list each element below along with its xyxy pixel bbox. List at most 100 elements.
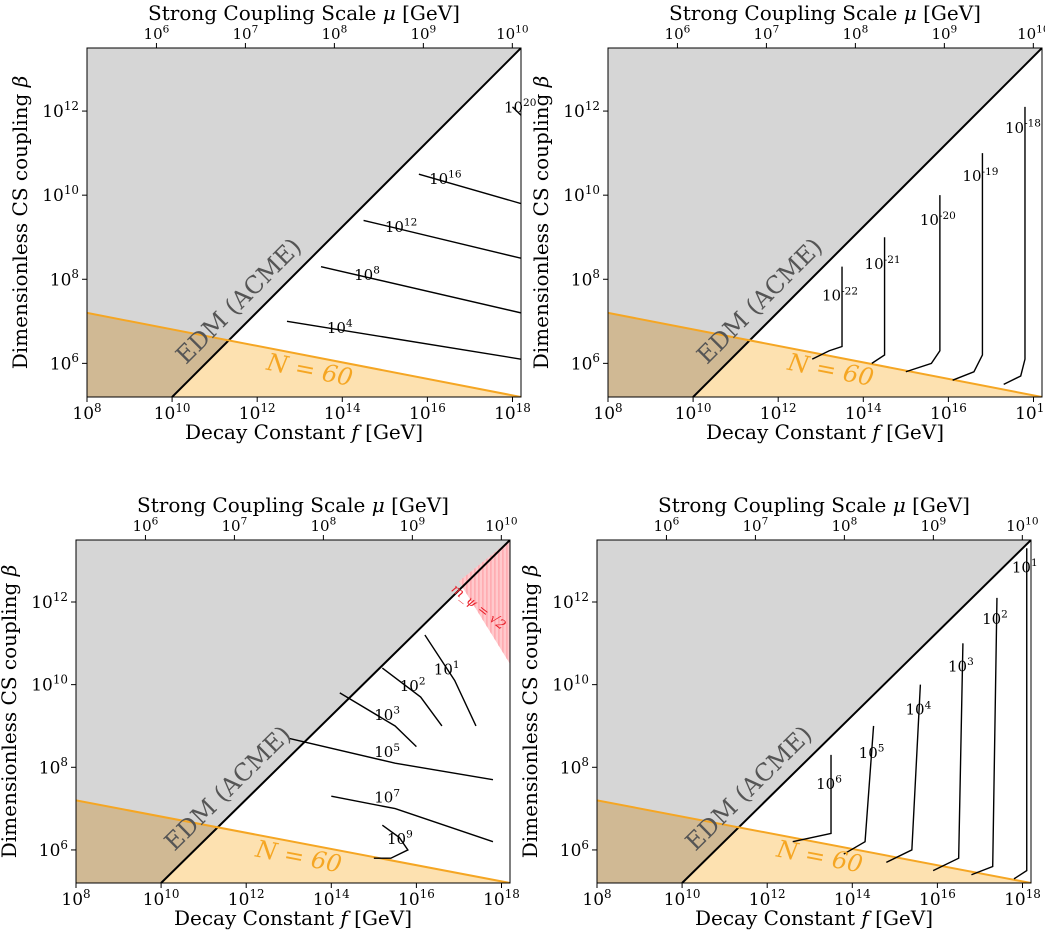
contour-label: 105: [859, 743, 885, 762]
contour-line: [363, 219, 521, 259]
contour-label: 1012: [385, 217, 417, 236]
contour-line: [373, 824, 409, 859]
contour-label: 1020: [504, 97, 536, 116]
contour-line: [511, 106, 521, 116]
x-tick-label: 1016: [409, 401, 446, 424]
contour-label: 109: [387, 829, 413, 848]
contour-line: [286, 320, 521, 360]
top-tick-label: 107: [754, 24, 780, 43]
contour-label: 101: [434, 659, 460, 678]
top-axis-title: Strong Coupling Scale μ [GeV]: [148, 1, 460, 25]
contour-label: 10-20: [920, 210, 956, 229]
x-tick-label: 1014: [845, 401, 882, 424]
y-tick-label: 1012: [31, 590, 68, 613]
x-tick-label: 1014: [834, 887, 871, 910]
contour-label: 105: [374, 742, 400, 761]
top-tick-label: 106: [144, 24, 170, 43]
contour-label: 108: [354, 265, 380, 284]
x-axis-title: Decay Constant f [GeV]: [706, 420, 944, 444]
x-tick-label: 1010: [143, 887, 180, 910]
contour-label: 107: [374, 787, 400, 806]
contour-label: 10-19: [962, 166, 998, 185]
top-tick-label: 1010: [496, 24, 528, 43]
contour-label: 102: [400, 676, 426, 695]
y-tick-label: 108: [560, 755, 589, 778]
edm-region: [608, 48, 1042, 397]
edm-boundary: [160, 540, 510, 883]
contour-label: 10-21: [865, 254, 901, 273]
plot-frame: [607, 47, 1043, 398]
contour-line: [811, 266, 843, 360]
top-tick-label: 106: [654, 516, 680, 535]
top-tick-label: 1010: [485, 516, 517, 535]
x-tick-label: 1014: [324, 401, 361, 424]
x-axis-title: Decay Constant f [GeV]: [185, 420, 423, 444]
contour-line: [905, 195, 941, 373]
contour-label: 103: [948, 656, 974, 675]
contour-label: 1016: [429, 169, 462, 188]
x-tick-label: 1010: [675, 401, 712, 424]
y-tick-label: 1010: [31, 672, 68, 695]
edm-boundary: [171, 48, 521, 397]
contour-line: [288, 737, 494, 781]
x-tick-label: 1018: [494, 401, 531, 424]
x-tick-label: 108: [582, 887, 611, 910]
top-tick-label: 106: [133, 516, 159, 535]
plot-area: [87, 48, 521, 397]
top-tick-label: 107: [743, 516, 769, 535]
contour-line: [971, 597, 998, 876]
contour-label: 104: [905, 699, 931, 718]
top-tick-label: 109: [931, 24, 957, 43]
x-tick-label: 1012: [239, 401, 276, 424]
n60-boundary: [87, 311, 521, 397]
edm-region: [597, 540, 1031, 883]
plot-frame: [596, 539, 1032, 884]
contour-label: 106: [816, 774, 842, 793]
top-tick-label: 108: [321, 24, 347, 43]
top-axis-title: Strong Coupling Scale μ [GeV]: [658, 493, 970, 517]
contour-line: [886, 684, 922, 863]
n60-boundary: [597, 799, 1031, 883]
contour-label: 10-22: [822, 285, 858, 304]
y-tick-label: 106: [571, 351, 600, 374]
x-tick-label: 1012: [749, 887, 786, 910]
top-tick-label: 109: [410, 24, 436, 43]
y-tick-label: 1010: [552, 672, 589, 695]
x-axis-title: Decay Constant f [GeV]: [174, 906, 412, 930]
x-tick-label: 108: [72, 401, 101, 424]
top-tick-label: 109: [920, 516, 946, 535]
y-axis-title: Dimensionless CS coupling β: [529, 76, 553, 370]
x-tick-label: 1010: [154, 401, 191, 424]
x-tick-label: 1010: [664, 887, 701, 910]
y-tick-label: 108: [50, 267, 79, 290]
contour-line: [1003, 106, 1026, 386]
x-tick-label: 1012: [228, 887, 265, 910]
plot-area: [597, 540, 1031, 883]
plot-area: [76, 540, 510, 883]
x-axis-title: Decay Constant f [GeV]: [695, 906, 933, 930]
edm-region: [87, 48, 521, 397]
contour-line: [871, 237, 886, 364]
contour-line: [843, 725, 875, 855]
contour-line: [952, 153, 984, 381]
y-tick-label: 1012: [42, 99, 79, 122]
top-tick-label: 106: [665, 24, 691, 43]
contour-line: [320, 265, 521, 314]
y-axis-title: Dimensionless CS coupling β: [0, 565, 21, 859]
y-tick-label: 108: [39, 755, 68, 778]
y-tick-label: 108: [571, 267, 600, 290]
contour-line: [932, 643, 964, 872]
x-tick-label: 1012: [760, 401, 797, 424]
top-tick-label: 108: [831, 516, 857, 535]
y-tick-label: 106: [560, 838, 589, 861]
x-tick-label: 1018: [1004, 887, 1041, 910]
top-tick-label: 107: [222, 516, 248, 535]
y-tick-label: 1012: [563, 99, 600, 122]
y-axis-title: Dimensionless CS coupling β: [518, 565, 542, 859]
top-tick-label: 109: [399, 516, 425, 535]
contour-line: [331, 795, 494, 843]
edm-region: [76, 540, 510, 883]
